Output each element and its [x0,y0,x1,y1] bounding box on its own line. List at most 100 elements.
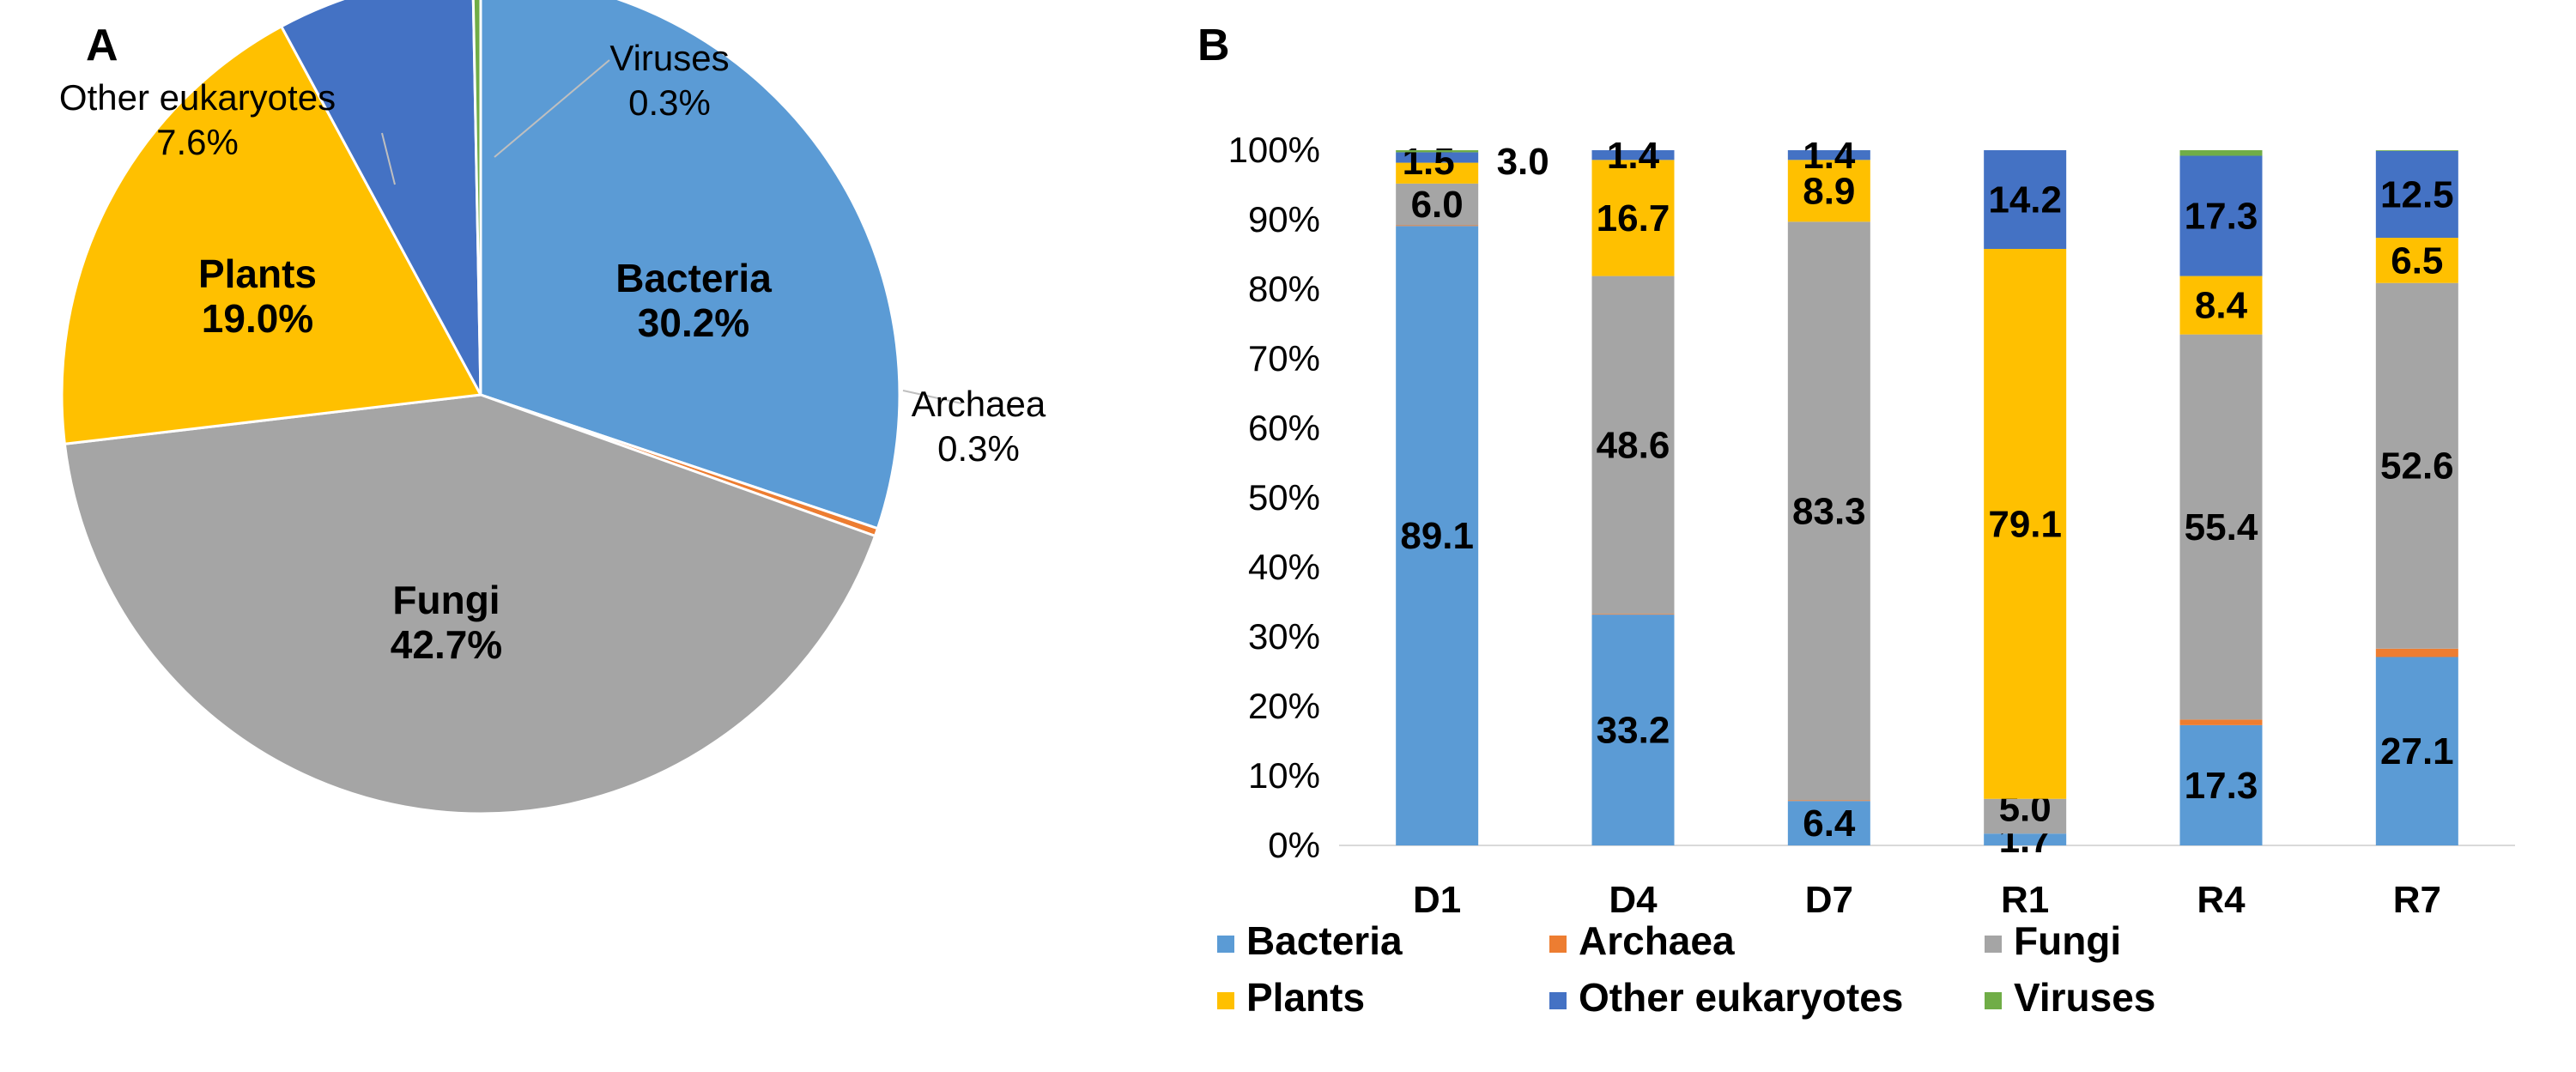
bar-segment-other-eukaryotes-d7 [1787,150,1870,160]
pie-label-pct-other-eukaryotes: 7.6% [156,122,239,162]
bar-segment-other-eukaryotes-r4 [2179,155,2263,276]
legend-swatch-bacteria [1217,936,1234,953]
x-tick-label: D7 [1805,879,1853,921]
legend-label-fungi: Fungi [2014,918,2121,963]
pie-chart: Bacteria30.2%Archaea0.3%Fungi42.7%Plants… [59,0,1046,815]
y-tick-label: 80% [1248,269,1320,309]
data-label-other-eukaryotes-d7: 1.4 [1803,135,1856,177]
data-label-plants-d7: 8.9 [1803,170,1855,212]
pie-label-name-archaea: Archaea [912,384,1046,424]
bar-segment-fungi-d4 [1591,276,1675,615]
data-label-other-eukaryotes-r1: 14.2 [1988,179,2062,221]
data-label-bacteria-d1: 89.1 [1400,515,1474,557]
pie-label-pct-archaea: 0.3% [937,428,1020,469]
pie-label-name-viruses: Viruses [609,38,729,78]
y-tick-label: 20% [1248,686,1320,726]
leader-line-viruses [494,59,610,158]
bar-segment-archaea-d7 [1787,800,1870,802]
y-tick-label: 50% [1248,477,1320,518]
stacked-bar-chart: 0% 10% 20% 30% 40% 50% 60% 70% 80% 90% 100% 89.1 6.0… [1228,130,2515,921]
pie-slice-other-eukaryotes [279,0,482,396]
bar-segment-fungi-d1 [1396,183,1479,226]
pie-label-pct-plants: 19.0% [202,296,313,341]
legend-swatch-viruses [1985,992,2002,1009]
y-tick-label: 30% [1248,616,1320,657]
bar-segment-viruses-r7 [2375,150,2458,151]
bar-segment-archaea-r4 [2179,719,2263,725]
pie-slice-viruses [471,0,482,396]
bar-segment-fungi-r4 [2179,334,2263,720]
data-label-bacteria-r7: 27.1 [2380,730,2454,772]
legend-label-plants: Plants [1246,975,1365,1020]
bar-segment-plants-d7 [1787,160,1870,222]
bar-segment-other-eukaryotes-r7 [2375,150,2458,239]
pie-label-name-bacteria: Bacteria [615,256,772,300]
bar-segment-fungi-d7 [1787,221,1870,801]
bar-segment-fungi-r7 [2375,282,2458,649]
bar-segment-archaea-d4 [1591,614,1675,615]
pie-slice-bacteria [479,0,901,530]
data-label-plants-r4: 8.4 [2195,285,2248,327]
x-tick-label: R7 [2393,879,2441,921]
data-label-fungi-r4: 55.4 [2185,506,2258,548]
data-label-fungi-d4: 48.6 [1597,424,1670,466]
x-tick-label: D1 [1413,879,1461,921]
bar-segment-plants-r7 [2375,238,2458,283]
legend-label-archaea: Archaea [1579,918,1735,963]
bar-segment-bacteria-d1 [1396,226,1479,845]
data-label-fungi-d7: 83.3 [1792,490,1866,532]
y-tick-label: 10% [1248,755,1320,796]
data-label-other-eukaryotes-d4: 1.4 [1607,135,1660,177]
pie-label-pct-viruses: 0.3% [628,82,711,123]
panel-b-label: B [1197,21,1230,70]
y-tick-label: 0% [1268,825,1320,865]
leader-line-other-eukaryotes [381,132,396,185]
data-label-plants-d4: 16.7 [1597,197,1670,239]
bar-segment-viruses-d1 [1396,150,1479,153]
legend-swatch-fungi [1985,936,2002,953]
bar-segment-bacteria-d4 [1591,615,1675,845]
bar-segment-bacteria-r4 [2179,724,2263,845]
pie-slice-fungi [63,393,877,815]
bar-segment-bacteria-d7 [1787,801,1870,845]
bar-segment-fungi-r1 [1984,798,2067,834]
bar-segment-archaea-r7 [2375,648,2458,657]
pie-label-pct-bacteria: 30.2% [638,300,749,345]
x-tick-label: R1 [2001,879,2049,921]
legend-swatch-other-eukaryotes [1549,992,1567,1009]
pie-label-name-other-eukaryotes: Other eukaryotes [59,77,336,118]
bar-segment-plants-r4 [2179,276,2263,335]
legend: Bacteria Archaea Fungi Plants Other eukaryot… [1217,918,2155,1020]
legend-swatch-plants [1217,992,1234,1009]
bar-segment-other-eukaryotes-d1 [1396,152,1479,163]
data-label-fungi-r7: 52.6 [2380,445,2454,488]
legend-label-viruses: Viruses [2014,975,2155,1020]
bar-segment-plants-d4 [1591,160,1675,276]
y-tick-label: 40% [1248,547,1320,587]
y-tick-label: 70% [1248,338,1320,379]
legend-label-bacteria: Bacteria [1246,918,1403,963]
pie-label-name-plants: Plants [198,251,317,296]
data-label-other-eukaryotes-r4: 17.3 [2185,196,2258,238]
bar-segment-bacteria-r7 [2375,657,2458,845]
data-label-bacteria-r4: 17.3 [2185,765,2258,807]
data-label-other-eukaryotes-d1: 1.5 [1403,141,1455,183]
pie-label-pct-fungi: 42.7% [391,622,502,667]
leader-line-archaea [902,390,962,404]
legend-swatch-archaea [1549,936,1567,953]
data-label-bacteria-d7: 6.4 [1803,802,1856,845]
bar-segment-plants-d1 [1396,162,1479,184]
y-tick-label: 100% [1228,130,1320,170]
legend-label-other-eukaryotes: Other eukaryotes [1579,975,1903,1020]
x-tick-label: R4 [2197,879,2246,921]
bar-segment-bacteria-r1 [1984,833,2067,845]
data-label-plants-r7: 6.5 [2391,239,2443,282]
y-tick-label: 60% [1248,408,1320,448]
bar-segment-other-eukaryotes-d4 [1591,150,1675,160]
data-label-other-eukaryotes-r7: 12.5 [2380,173,2454,215]
data-label-plants-r1: 79.1 [1988,503,2062,545]
panel-a-label: A [86,21,118,70]
pie-label-name-fungi: Fungi [392,578,500,622]
